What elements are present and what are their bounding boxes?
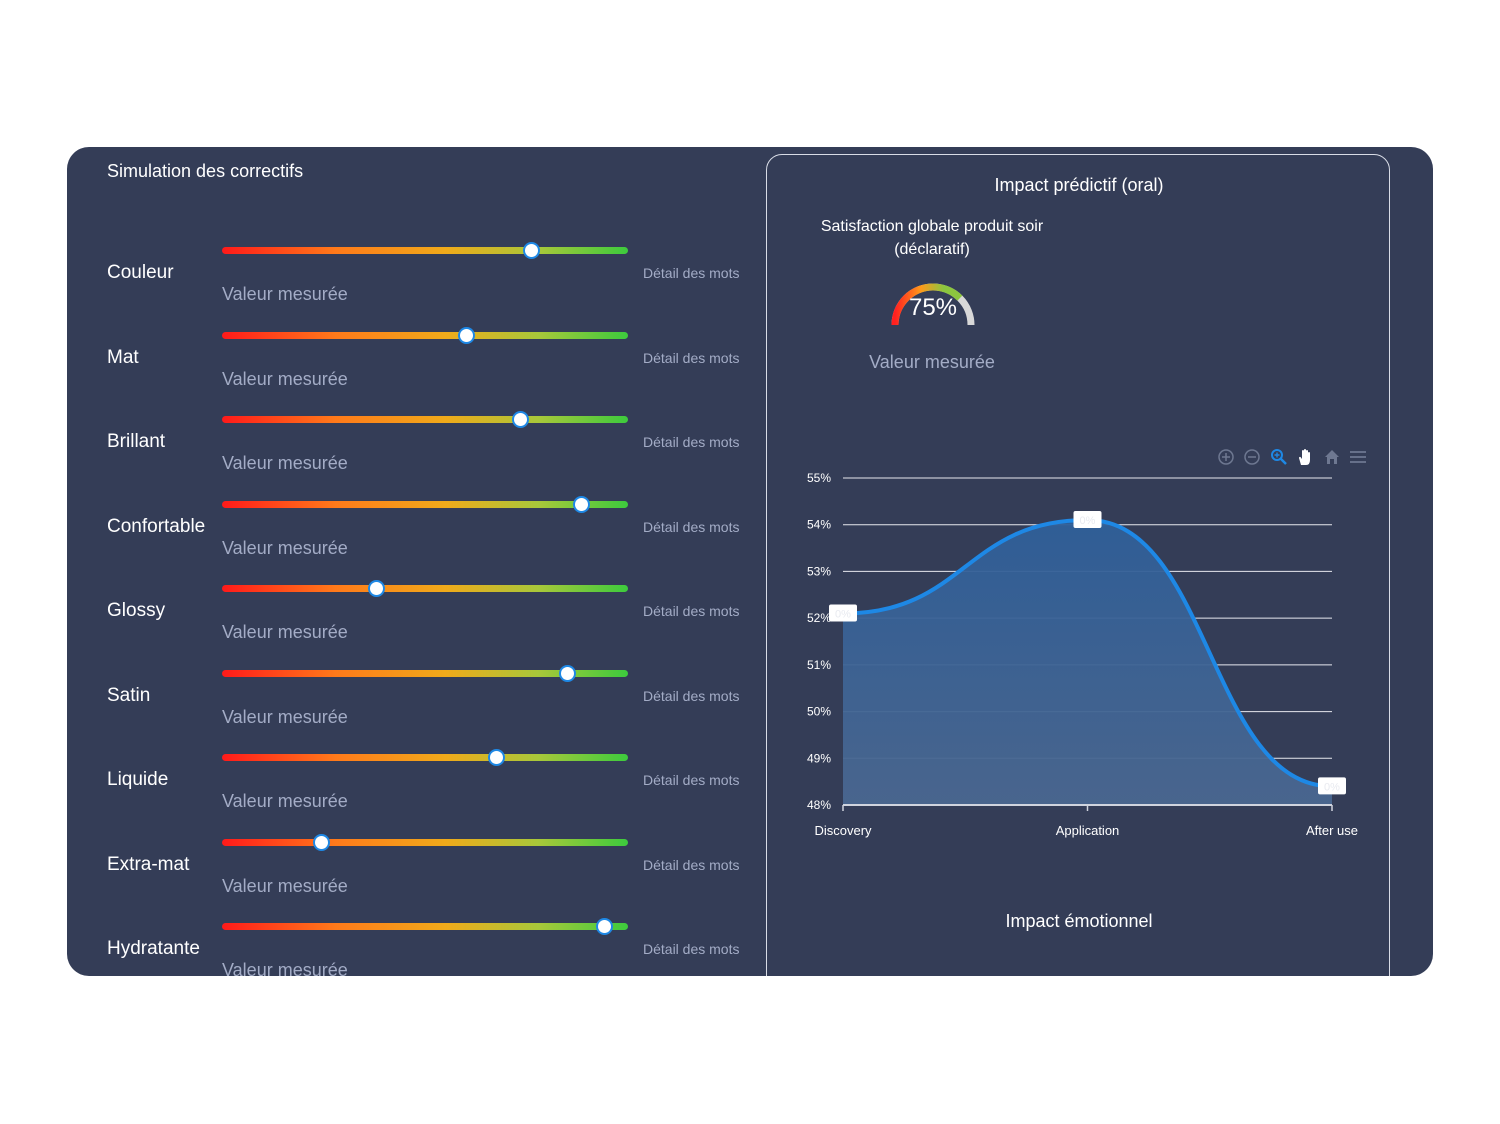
chart-toolbar bbox=[1217, 448, 1371, 468]
menu-icon[interactable] bbox=[1349, 448, 1367, 466]
word-detail-link[interactable]: Détail des mots bbox=[643, 603, 740, 619]
impact-panel-title: Impact prédictif (oral) bbox=[994, 175, 1164, 195]
y-tick-label: 53% bbox=[807, 564, 831, 578]
emotional-impact-chart: 55% 54% 53% 52% 51% 50% 49% 48% Discovery Applica… bbox=[807, 471, 1358, 838]
measured-value: Valeur mesurée bbox=[222, 706, 348, 727]
measured-value: Valeur mesurée bbox=[222, 622, 348, 642]
slider-row: Confortable Valeur mesurée Détail des mots bbox=[67, 494, 767, 578]
measured-value: Valeur mesurée bbox=[222, 875, 348, 896]
impact-panel: Impact prédictif (oral) Satisfaction glo… bbox=[766, 154, 1390, 976]
y-tick-label: 51% bbox=[807, 658, 831, 672]
x-tick-label: After use bbox=[1306, 823, 1358, 838]
row-label: Glossy bbox=[107, 600, 166, 621]
slider-track[interactable] bbox=[222, 749, 628, 766]
word-detail-link[interactable]: Détail des mots bbox=[643, 772, 740, 788]
gauge-value: 75% bbox=[908, 294, 958, 321]
data-label: 0% bbox=[1080, 515, 1096, 527]
data-label: 0% bbox=[835, 608, 851, 620]
measured-value: Valeur mesurée bbox=[222, 537, 348, 558]
slider-thumb[interactable] bbox=[573, 495, 591, 513]
word-detail-link[interactable]: Détail des mots bbox=[643, 687, 740, 704]
row-label: Extra-mat bbox=[107, 853, 190, 875]
measured-value: Valeur mesurée bbox=[222, 791, 348, 811]
slider-track[interactable] bbox=[222, 833, 628, 851]
word-detail-link[interactable]: Détail des mots bbox=[643, 518, 740, 535]
slider-track[interactable] bbox=[222, 495, 628, 513]
gauge-title: Satisfaction globale produit soir (décla… bbox=[820, 218, 1044, 258]
measured-value: Valeur mesurée bbox=[222, 368, 348, 389]
slider-thumb[interactable] bbox=[522, 242, 540, 259]
zoom-out-icon[interactable] bbox=[1243, 448, 1261, 466]
data-label-box bbox=[1318, 777, 1346, 795]
selection-zoom-icon[interactable] bbox=[1270, 448, 1288, 466]
home-reset-icon[interactable] bbox=[1323, 448, 1341, 466]
slider-thumb[interactable] bbox=[313, 833, 331, 851]
data-label: 0% bbox=[1324, 781, 1340, 793]
word-detail-link[interactable]: Détail des mots bbox=[643, 434, 740, 450]
slider-thumb[interactable] bbox=[595, 918, 613, 935]
x-tick-label: Discovery bbox=[814, 823, 872, 838]
slider-row: Liquide Valeur mesurée Détail des mots bbox=[67, 747, 767, 831]
measured-value: Valeur mesurée bbox=[222, 960, 348, 976]
y-tick-label: 54% bbox=[807, 518, 831, 532]
y-tick-label: 52% bbox=[807, 611, 831, 625]
emotional-impact-title: Impact émotionnel bbox=[1005, 911, 1153, 931]
pan-hand-icon[interactable] bbox=[1296, 448, 1314, 466]
slider-row: Satin Valeur mesurée Détail des mots bbox=[67, 663, 767, 747]
word-detail-link[interactable]: Détail des mots bbox=[643, 265, 740, 281]
gauge-measured-value: Valeur mesurée bbox=[869, 352, 995, 372]
y-tick-label: 55% bbox=[807, 471, 831, 485]
row-label: Brillant bbox=[107, 431, 166, 452]
slider-thumb[interactable] bbox=[457, 326, 475, 344]
slider-thumb[interactable] bbox=[488, 749, 506, 766]
series-line bbox=[842, 518, 1333, 789]
data-label-box bbox=[829, 604, 857, 622]
word-detail-link[interactable]: Détail des mots bbox=[643, 941, 740, 957]
row-label: Mat bbox=[107, 346, 139, 368]
y-tick-label: 49% bbox=[807, 751, 831, 765]
zoom-in-icon[interactable] bbox=[1217, 448, 1235, 466]
slider-row: Brillant Valeur mesurée Détail des mots bbox=[67, 409, 767, 493]
slider-track[interactable] bbox=[222, 242, 628, 259]
row-label: Confortable bbox=[107, 515, 206, 537]
slider-thumb[interactable] bbox=[368, 580, 386, 597]
slider-row: Hydratante Valeur mesurée Détail des mots bbox=[67, 916, 767, 976]
word-detail-link[interactable]: Détail des mots bbox=[643, 349, 740, 366]
word-detail-link[interactable]: Détail des mots bbox=[643, 856, 740, 873]
y-tick-label: 50% bbox=[807, 705, 831, 719]
slider-thumb[interactable] bbox=[559, 664, 577, 682]
slider-track[interactable] bbox=[222, 918, 628, 935]
row-label: Couleur bbox=[107, 262, 174, 283]
area-fill bbox=[843, 520, 1332, 805]
y-tick-label: 48% bbox=[807, 798, 831, 812]
dashboard-card: Simulation des correctifs Couleur Valeur … bbox=[67, 147, 1433, 976]
slider-row: Couleur Valeur mesurée Détail des mots bbox=[67, 240, 767, 324]
satisfaction-gauge bbox=[891, 283, 975, 326]
slider-track[interactable] bbox=[222, 664, 628, 682]
measured-value: Valeur mesurée bbox=[222, 453, 348, 473]
slider-track[interactable] bbox=[222, 580, 628, 597]
simulation-title: Simulation des correctifs bbox=[107, 161, 304, 181]
slider-row: Glossy Valeur mesurée Détail des mots bbox=[67, 578, 767, 662]
row-label: Liquide bbox=[107, 769, 169, 790]
row-label: Satin bbox=[107, 684, 151, 706]
slider-thumb[interactable] bbox=[512, 411, 530, 428]
slider-track[interactable] bbox=[222, 326, 628, 344]
row-label: Hydratante bbox=[107, 938, 200, 959]
data-label-box bbox=[1073, 511, 1102, 529]
measured-value: Valeur mesurée bbox=[222, 284, 348, 304]
slider-track[interactable] bbox=[222, 411, 628, 428]
slider-row: Extra-mat Valeur mesurée Détail des mots bbox=[67, 832, 767, 916]
slider-row: Mat Valeur mesurée Détail des mots bbox=[67, 325, 767, 409]
x-tick-label: Application bbox=[1056, 823, 1120, 838]
